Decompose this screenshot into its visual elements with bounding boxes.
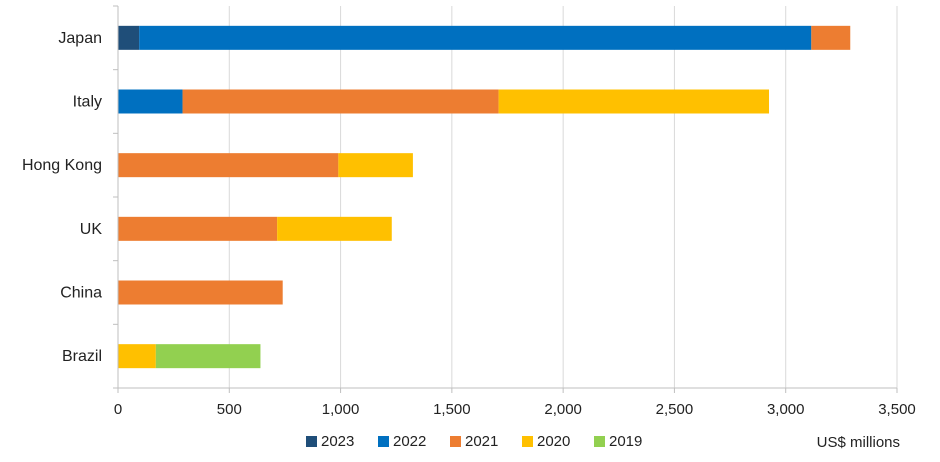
bar-segment-2022-italy xyxy=(118,89,183,114)
x-tick-label: 2,500 xyxy=(656,401,694,418)
x-tick-label: 0 xyxy=(114,401,122,418)
category-label: Hong Kong xyxy=(22,157,102,174)
legend-label-2023: 2023 xyxy=(321,433,354,450)
category-label: Italy xyxy=(73,94,102,111)
legend-label-2020: 2020 xyxy=(537,433,570,450)
axes xyxy=(113,5,898,393)
x-tick-label: 3,000 xyxy=(767,401,805,418)
bar-segment-2021-italy xyxy=(182,89,499,114)
bar-segment-2020-hong-kong xyxy=(338,153,413,178)
x-tick-labels: 0 500 1,000 1,500 2,000 2,500 3,000 3,500 xyxy=(114,401,916,418)
x-tick-label: 3,500 xyxy=(878,401,916,418)
bar-segment-2023-japan xyxy=(118,25,140,50)
category-label: China xyxy=(60,285,102,302)
x-axis-unit-label: US$ millions xyxy=(817,434,900,451)
legend-swatch-2021 xyxy=(450,436,461,447)
legend-label-2019: 2019 xyxy=(609,433,642,450)
bar-segment-2021-hong-kong xyxy=(118,153,339,178)
legend-swatch-2022 xyxy=(378,436,389,447)
bar-segment-2020-uk xyxy=(277,216,392,241)
category-label: UK xyxy=(80,221,103,238)
gridlines xyxy=(228,6,898,388)
category-labels: Japan Italy Hong Kong UK China Brazil xyxy=(22,30,102,365)
bar-segment-2021-china xyxy=(118,280,283,305)
bar-segment-2021-japan xyxy=(811,25,851,50)
bars xyxy=(118,25,851,369)
category-label: Brazil xyxy=(62,348,102,365)
legend-label-2021: 2021 xyxy=(465,433,498,450)
legend: 2023 2022 2021 2020 2019 xyxy=(306,433,642,450)
bar-segment-2022-japan xyxy=(139,25,812,50)
legend-label-2022: 2022 xyxy=(393,433,426,450)
legend-swatch-2023 xyxy=(306,436,317,447)
bar-segment-2020-italy xyxy=(498,89,770,114)
bar-segment-2021-uk xyxy=(118,216,278,241)
category-label: Japan xyxy=(58,30,102,47)
bar-segment-2019-brazil xyxy=(155,344,261,369)
legend-swatch-2020 xyxy=(522,436,533,447)
x-tick-label: 1,500 xyxy=(433,401,471,418)
x-tick-label: 2,000 xyxy=(544,401,582,418)
x-tick-label: 1,000 xyxy=(322,401,360,418)
legend-swatch-2019 xyxy=(594,436,605,447)
bar-segment-2020-brazil xyxy=(118,344,156,369)
x-tick-label: 500 xyxy=(217,401,242,418)
